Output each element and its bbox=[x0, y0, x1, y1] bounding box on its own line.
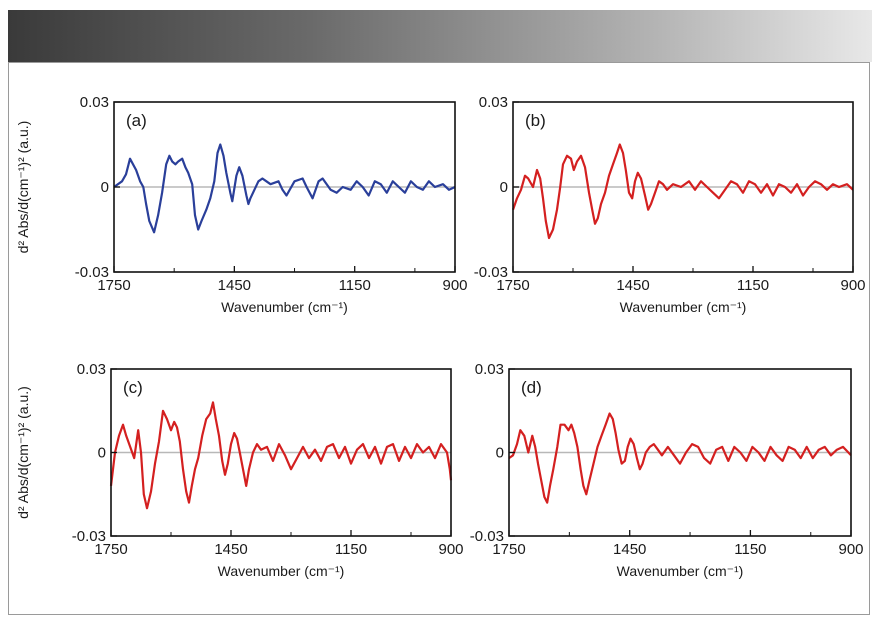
y-tick-label: 0.03 bbox=[80, 94, 109, 111]
x-axis-title: Wavenumber (cm⁻¹) bbox=[218, 563, 345, 579]
x-tick-label: 1750 bbox=[97, 277, 130, 294]
chart-panel-d: 1750 1450 1150 900 0.03 0 -0.03 Wavenumber (cm⁻… bbox=[470, 361, 864, 579]
y-tick-label: 0 bbox=[500, 179, 508, 196]
x-tick-label: 1150 bbox=[734, 541, 766, 558]
spectrum-line bbox=[511, 143, 854, 240]
x-tick-label: 1150 bbox=[339, 277, 371, 294]
y-tick-label: -0.03 bbox=[474, 264, 508, 281]
y-tick-label: -0.03 bbox=[75, 264, 109, 281]
x-tick-label: 900 bbox=[438, 541, 463, 558]
y-tick-label: -0.03 bbox=[72, 528, 106, 545]
x-axis-title: Wavenumber (cm⁻¹) bbox=[620, 299, 747, 315]
y-axis-title: d² Abs/d(cm⁻¹)² (a.u.) bbox=[15, 386, 31, 519]
spectrum-line bbox=[109, 401, 453, 510]
y-tick-label: 0.03 bbox=[475, 361, 504, 378]
x-axis-title: Wavenumber (cm⁻¹) bbox=[617, 563, 744, 579]
y-tick-label: 0 bbox=[496, 445, 504, 462]
spectrum-line bbox=[113, 143, 456, 234]
x-tick-label: 1450 bbox=[616, 277, 649, 294]
x-tick-label: 1450 bbox=[613, 541, 646, 558]
panel-label: (c) bbox=[123, 378, 143, 397]
panel-label: (d) bbox=[521, 378, 542, 397]
y-tick-label: 0 bbox=[98, 445, 106, 462]
y-tick-label: 0.03 bbox=[77, 361, 106, 378]
figure-frame: 1750 1450 1150 900 0.03 0 -0.03 Wavenumber (cm⁻… bbox=[8, 62, 870, 615]
x-tick-label: 1750 bbox=[496, 277, 529, 294]
x-axis-title: Wavenumber (cm⁻¹) bbox=[221, 299, 348, 315]
x-tick-label: 1450 bbox=[214, 541, 247, 558]
panel-label: (a) bbox=[126, 111, 147, 130]
x-tick-label: 900 bbox=[840, 277, 865, 294]
x-tick-label: 900 bbox=[838, 541, 863, 558]
y-axis-title: d² Abs/d(cm⁻¹)² (a.u.) bbox=[15, 121, 31, 254]
x-tick-label: 1450 bbox=[218, 277, 251, 294]
panel-label: (b) bbox=[525, 111, 546, 130]
chart-panel-a: 1750 1450 1150 900 0.03 0 -0.03 Wavenumber (cm⁻… bbox=[15, 94, 468, 315]
y-tick-label: -0.03 bbox=[470, 528, 504, 545]
spectrum-line bbox=[508, 412, 852, 504]
x-tick-label: 1150 bbox=[737, 277, 769, 294]
figure-canvas: 1750 1450 1150 900 0.03 0 -0.03 Wavenumber (cm⁻… bbox=[15, 94, 866, 579]
x-tick-label: 1150 bbox=[335, 541, 367, 558]
chart-panel-c: 1750 1450 1150 900 0.03 0 -0.03 Wavenumber (cm⁻… bbox=[15, 361, 464, 579]
x-tick-label: 1750 bbox=[492, 541, 525, 558]
y-tick-label: 0 bbox=[101, 179, 109, 196]
y-tick-label: 0.03 bbox=[479, 94, 508, 111]
x-tick-label: 1750 bbox=[94, 541, 127, 558]
header-bar bbox=[8, 10, 872, 62]
x-tick-label: 900 bbox=[442, 277, 467, 294]
chart-panel-b: 1750 1450 1150 900 0.03 0 -0.03 Wavenumber (cm⁻… bbox=[474, 94, 866, 315]
